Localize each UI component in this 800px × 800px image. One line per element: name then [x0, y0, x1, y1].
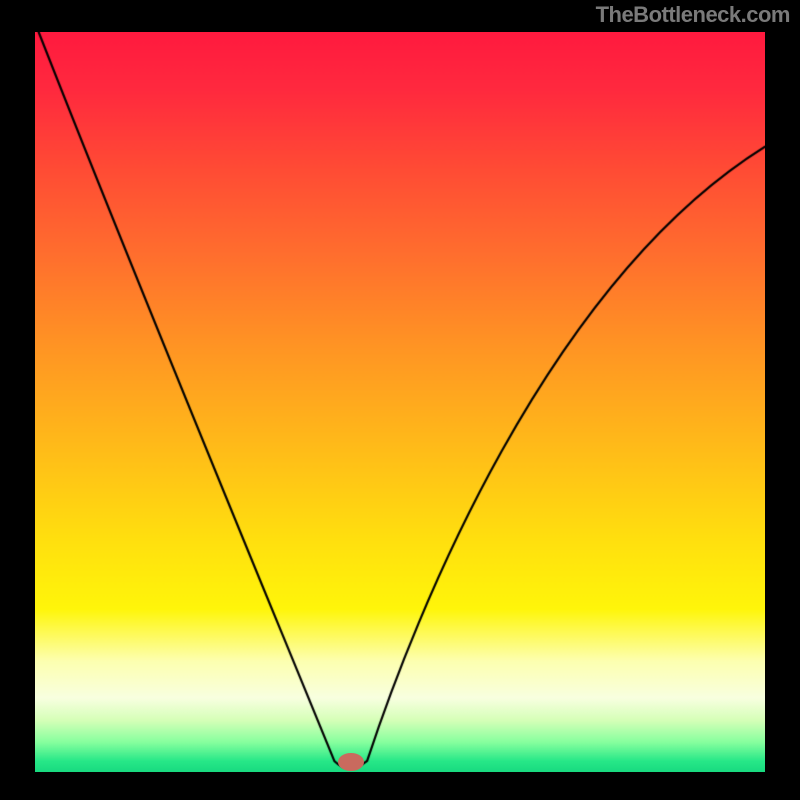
plot-area [35, 32, 765, 772]
bottleneck-curve [35, 32, 765, 772]
chart-container: TheBottleneck.com [0, 0, 800, 800]
watermark-text: TheBottleneck.com [596, 2, 790, 28]
